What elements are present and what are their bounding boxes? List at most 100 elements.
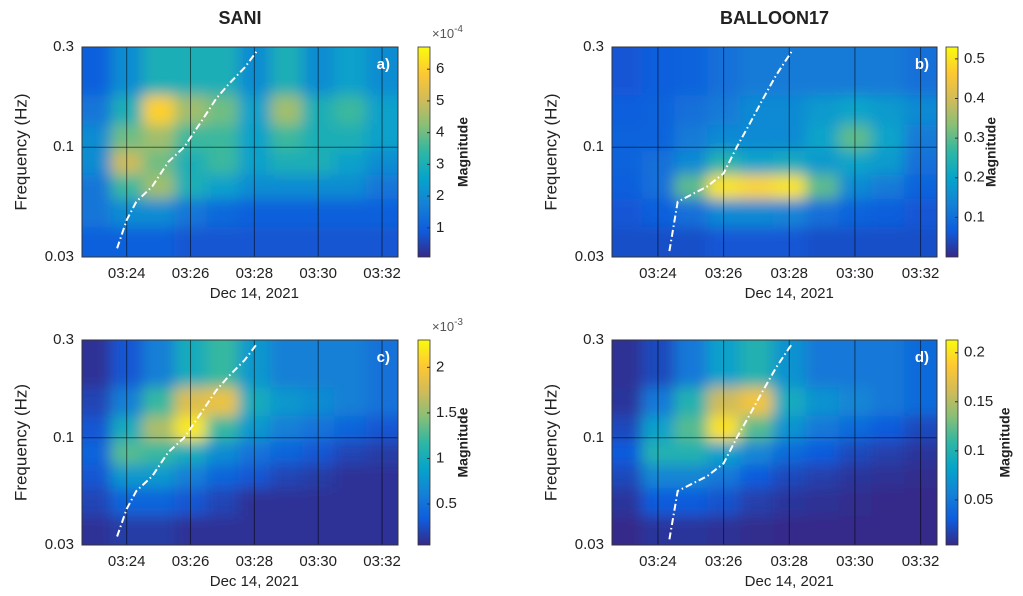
- x-tick-label: 03:30: [299, 265, 337, 282]
- heatmap-cell: [805, 47, 840, 96]
- heatmap-cell: [740, 150, 774, 175]
- panel-label: a): [377, 56, 390, 73]
- x-tick-label: 03:30: [836, 265, 874, 282]
- heatmap-cell: [612, 124, 643, 151]
- colorbar-tick-label: 0.5: [436, 495, 457, 512]
- heatmap-cell: [142, 226, 176, 257]
- heatmap-cell: [674, 150, 708, 175]
- colorbar: [945, 339, 959, 546]
- heatmap-cell: [871, 515, 905, 545]
- heatmap-cell: [612, 150, 643, 175]
- x-tick-label: 03:28: [236, 553, 274, 570]
- heatmap-cell: [82, 515, 112, 545]
- heatmap-cell: [206, 226, 239, 257]
- x-tick-label: 03:30: [299, 553, 337, 570]
- plot-frame: [611, 46, 938, 258]
- panel-title: SANI: [218, 8, 261, 28]
- heatmap-cell: [334, 174, 367, 199]
- heatmap-cell: [674, 174, 708, 199]
- colorbar-tick-label: 3: [436, 155, 444, 172]
- heatmap-cell: [270, 47, 303, 96]
- y-tick-label: 0.03: [45, 248, 74, 265]
- colorbar-tick-label: 2: [436, 187, 444, 204]
- heatmap-cell: [805, 440, 840, 465]
- heatmap-cell: [612, 515, 643, 545]
- heatmap-cell: [674, 124, 708, 151]
- heatmap-cell: [270, 94, 303, 125]
- heatmap-cell: [740, 124, 774, 151]
- heatmap-cell: [612, 487, 643, 516]
- heatmap-cell: [270, 515, 303, 545]
- colorbar-tick-label: 6: [436, 60, 444, 77]
- heatmap-cell: [82, 174, 112, 199]
- heatmap-cell: [82, 487, 112, 516]
- heatmap-cell: [270, 174, 303, 199]
- exponent-base: ×10: [432, 26, 454, 41]
- heatmap-cell: [334, 340, 367, 388]
- y-tick-label: 0.3: [583, 331, 604, 348]
- heatmap-cell: [206, 464, 239, 489]
- heatmap-cell: [805, 386, 840, 417]
- heatmap-cell: [82, 124, 112, 151]
- y-axis-label: Frequency (Hz): [11, 384, 30, 501]
- colorbar-label: Magnitude: [997, 407, 1013, 477]
- x-tick-label: 03:28: [236, 265, 274, 282]
- heatmap-cell: [674, 515, 708, 545]
- heatmap-cell: [740, 174, 774, 199]
- heatmap-cell: [82, 94, 112, 125]
- heatmap-cell: [612, 47, 643, 96]
- heatmap-cell: [805, 124, 840, 151]
- plot-area: [612, 340, 937, 545]
- plot-area: [82, 47, 398, 257]
- heatmap-cell: [334, 150, 367, 175]
- heatmap-cell: [142, 487, 176, 516]
- heatmap-cell: [142, 464, 176, 489]
- heatmap-cell: [206, 386, 239, 417]
- heatmap-cell: [334, 124, 367, 151]
- exponent-power: -4: [454, 24, 463, 35]
- heatmap-cell: [206, 124, 239, 151]
- heatmap-cell: [871, 386, 905, 417]
- heatmap-cell: [674, 386, 708, 417]
- colorbar: [417, 46, 431, 258]
- heatmap-cell: [206, 487, 239, 516]
- heatmap-cell: [740, 440, 774, 465]
- x-tick-label: 03:26: [172, 553, 210, 570]
- heatmap-cell: [805, 340, 840, 388]
- heatmap-cell: [142, 47, 176, 96]
- heatmap-cell: [334, 440, 367, 465]
- heatmap-cell: [674, 487, 708, 516]
- y-axis-label: Frequency (Hz): [11, 93, 30, 210]
- x-tick-label: 03:24: [639, 553, 677, 570]
- heatmap-cell: [674, 198, 708, 228]
- y-tick-label: 0.03: [575, 536, 604, 553]
- colorbar-label: Magnitude: [983, 117, 999, 187]
- colorbar-tick-label: 1: [436, 219, 444, 236]
- colorbar-tick-label: 0.2: [964, 169, 985, 186]
- heatmap-cell: [206, 198, 239, 228]
- x-tick-label: 03:28: [770, 553, 808, 570]
- heatmap-cell: [805, 415, 840, 442]
- panel: 03:24 03:26 03:28 03:30 03:32 0.03 0.1 0.3 d) Dec…: [541, 331, 1013, 590]
- heatmap-cell: [270, 226, 303, 257]
- heatmap-cell: [805, 174, 840, 199]
- heatmap-cells: [82, 47, 398, 257]
- dispersion-curve: [116, 342, 259, 537]
- heatmap-cells: [612, 47, 937, 257]
- x-tick-label: 03:24: [108, 265, 146, 282]
- colorbar-tick-label: 5: [436, 92, 444, 109]
- heatmap-cell: [270, 464, 303, 489]
- heatmap-cell: [871, 198, 905, 228]
- y-tick-label: 0.3: [53, 331, 74, 348]
- x-tick-label: 03:32: [902, 265, 940, 282]
- x-tick-label: 03:32: [902, 553, 940, 570]
- exponent-power: -3: [454, 317, 463, 328]
- heatmap-cell: [142, 440, 176, 465]
- heatmap-cell: [805, 487, 840, 516]
- colorbar-exponent: ×10-3: [432, 317, 463, 335]
- heatmap-cell: [805, 464, 840, 489]
- x-tick-label: 03:24: [108, 553, 146, 570]
- panel-title: BALLOON17: [720, 8, 829, 28]
- y-tick-label: 0.3: [53, 38, 74, 55]
- y-tick-label: 0.1: [583, 138, 604, 155]
